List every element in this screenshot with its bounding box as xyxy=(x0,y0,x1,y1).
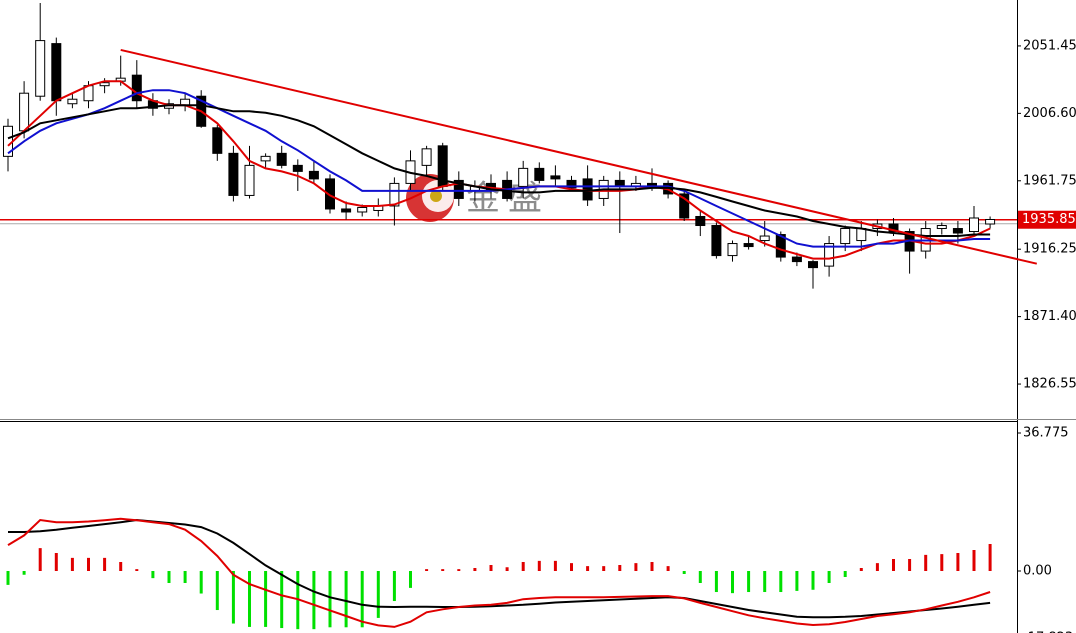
candle-body xyxy=(840,228,851,245)
trendline xyxy=(120,48,1038,265)
candle-body xyxy=(566,179,577,189)
candle-body xyxy=(99,82,110,87)
candle-body xyxy=(888,223,899,233)
price-pane: 金盛 xyxy=(0,3,1017,289)
moving-average xyxy=(7,104,991,237)
y-tick-label: 1871.40 xyxy=(1023,309,1076,324)
candle-body xyxy=(308,170,319,180)
candle-body xyxy=(791,256,802,263)
y-tick-label: -17.823 xyxy=(1023,630,1073,633)
price-label: 1935.85 xyxy=(1022,212,1076,227)
candle-body xyxy=(952,228,963,234)
candle-body xyxy=(534,167,545,181)
candle-body xyxy=(131,74,142,102)
candle-body xyxy=(325,178,335,210)
candle-body xyxy=(727,243,738,257)
candle-body xyxy=(244,164,255,196)
candle-body xyxy=(856,228,867,242)
candle-body xyxy=(453,179,464,199)
candle-body xyxy=(67,98,78,105)
candle-body xyxy=(260,155,271,162)
y-tick-label: 1916.25 xyxy=(1023,242,1076,257)
candle-body xyxy=(759,235,770,242)
candle-body xyxy=(389,182,400,207)
candle-body xyxy=(969,217,979,233)
y-tick-label: 2006.60 xyxy=(1023,106,1076,121)
y-tick-label: 0.00 xyxy=(1023,564,1052,579)
candle-body xyxy=(582,178,593,201)
candle-body xyxy=(421,148,432,166)
candle-body xyxy=(35,40,46,97)
candle-body xyxy=(695,215,706,227)
y-tick-label: 36.775 xyxy=(1023,426,1069,441)
candle-body xyxy=(51,43,62,102)
candle-body xyxy=(711,225,722,257)
macd-line xyxy=(8,518,991,619)
candle-body xyxy=(341,208,352,213)
candle-body xyxy=(679,193,690,219)
candle-body xyxy=(936,225,947,230)
y-tick-label: 1826.55 xyxy=(1023,377,1076,392)
y-tick-label: 2051.45 xyxy=(1023,38,1076,53)
candle-body xyxy=(292,164,303,172)
candle-body xyxy=(550,175,561,180)
macd-line xyxy=(7,517,991,628)
watermark-logo-dot xyxy=(430,190,442,202)
candle-body xyxy=(985,218,996,225)
candle-body xyxy=(743,243,754,248)
watermark-group: 金盛 xyxy=(406,174,542,222)
candle-body xyxy=(775,234,786,258)
candle-body xyxy=(228,152,239,196)
candle-body xyxy=(276,152,287,166)
y-tick-label: 1961.75 xyxy=(1023,173,1076,188)
candle-body xyxy=(357,206,368,213)
candle-body xyxy=(19,92,30,132)
candle-body xyxy=(212,127,223,154)
candle-body xyxy=(808,261,818,269)
candle-body xyxy=(518,167,529,187)
candle-body xyxy=(824,243,835,267)
price-label-box xyxy=(1018,210,1076,229)
